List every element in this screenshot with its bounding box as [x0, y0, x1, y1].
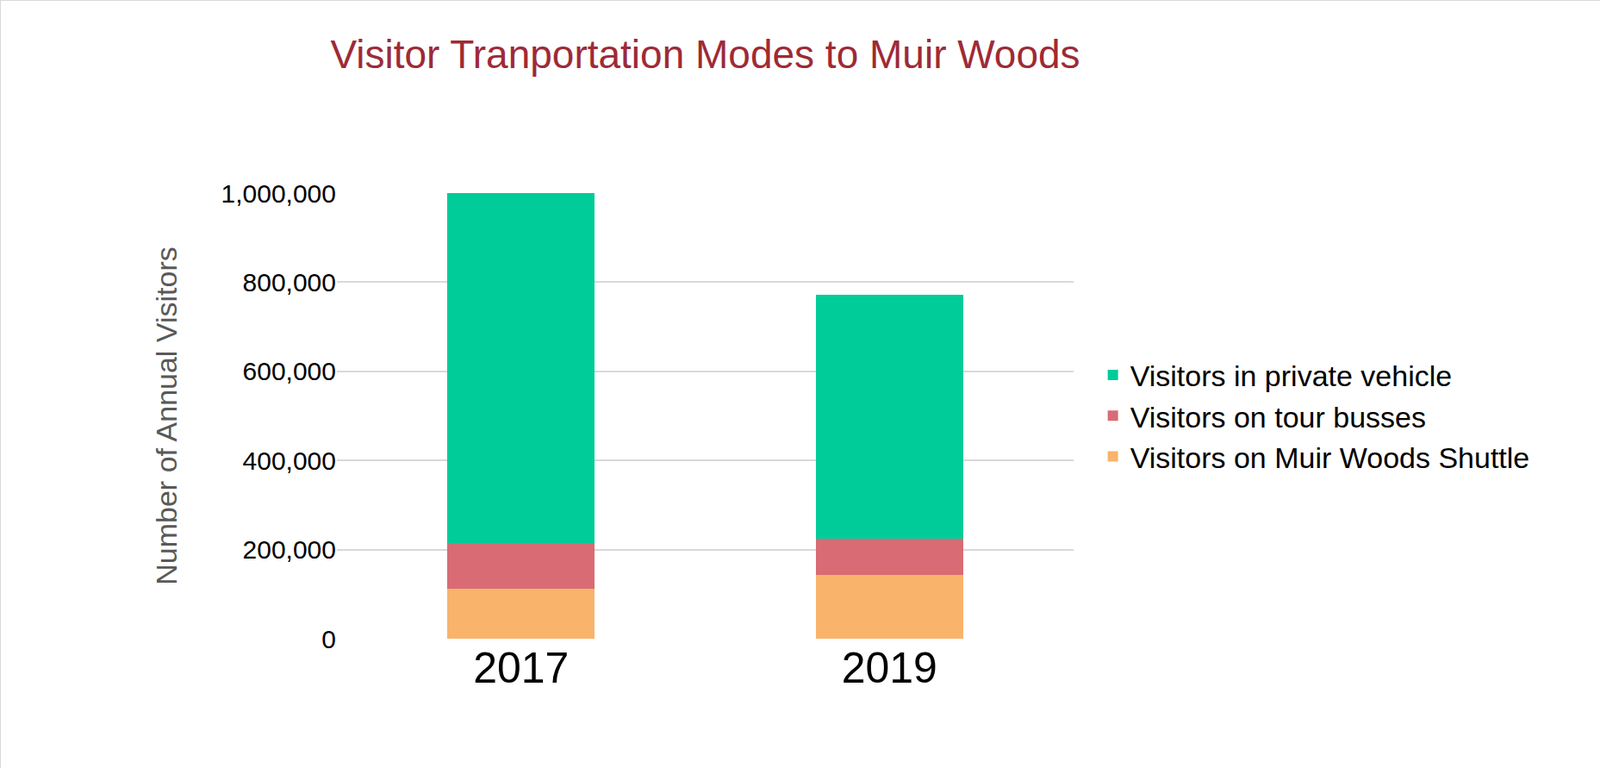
svg-text:600,000: 600,000 — [242, 356, 337, 386]
svg-text:Visitors on tour busses: Visitors on tour busses — [1130, 400, 1426, 434]
svg-text:Number of Annual Visitors: Number of Annual Visitors — [149, 246, 183, 585]
svg-text:2017: 2017 — [473, 643, 569, 692]
svg-text:400,000: 400,000 — [242, 446, 337, 475]
svg-text:Visitor Tranportation Modes to: Visitor Tranportation Modes to Muir Wood… — [329, 31, 1080, 77]
svg-text:200,000: 200,000 — [242, 535, 337, 564]
svg-text:0: 0 — [321, 624, 337, 654]
svg-text:1,000,000: 1,000,000 — [221, 179, 337, 208]
svg-text:800,000: 800,000 — [242, 267, 337, 297]
svg-text:2019: 2019 — [841, 643, 938, 692]
svg-text:Visitors in private vehicle: Visitors in private vehicle — [1130, 359, 1453, 393]
svg-text:Visitors on Muir Woods Shuttle: Visitors on Muir Woods Shuttle — [1130, 441, 1531, 474]
